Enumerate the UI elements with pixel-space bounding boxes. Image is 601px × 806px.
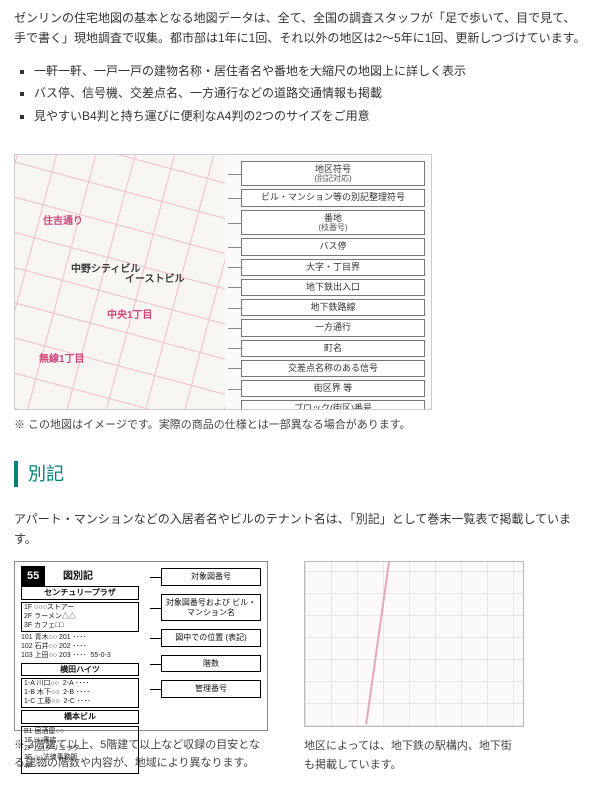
station-figure-caption: 地区によっては、地下鉄の駅構内、地下街も掲載しています。 <box>304 737 522 774</box>
bekki-block-rows: 1-A 川口○○ 2-A ････ 1-B 木下○○ 2-B ････ 1-C … <box>21 678 139 708</box>
map-callout-box: ブロック(街区)番号(地番整理地区) <box>241 400 425 410</box>
map-callout-box: 地下鉄路線 <box>241 299 425 316</box>
map-callout-box: 大字・丁目界 <box>241 259 425 276</box>
station-figure-image <box>304 561 524 727</box>
map-callout-box: 町名 <box>241 340 425 357</box>
map-callout-box: 地下鉄出入口 <box>241 279 425 296</box>
station-figure: 地区によっては、地下鉄の駅構内、地下街も掲載しています。 <box>304 561 522 785</box>
map-callout-box: ビル・マンション等の別記整理符号 <box>241 189 425 206</box>
map-area-label: 住吉通り <box>43 213 83 230</box>
bekki-callout-box: 図中での位置 (表記) <box>161 629 261 647</box>
bekki-block-title: センチュリープラザ <box>21 586 139 600</box>
map-callout-box: バス停 <box>241 238 425 255</box>
map-area-label: 中央1丁目 <box>107 307 153 324</box>
intro-paragraph: ゼンリンの住宅地図の基本となる地図データは、全て、全国の調査スタッフが「足で歩い… <box>14 8 587 49</box>
feature-item: 一軒一軒、一戸一戸の建物名称・居住者名や番地を大縮尺の地図上に詳しく表示 <box>34 61 587 81</box>
bekki-block-title: 横田ハイツ <box>21 663 139 677</box>
map-figure-caption: ※ この地図はイメージです。実際の商品の仕様とは一部異なる場合があります。 <box>14 416 587 435</box>
bekki-callout-box: 管理番号 <box>161 680 261 698</box>
map-figure: 住吉通り中野シティビルイーストビル中央1丁目無線1丁目 地区符号(別記対応)ビル… <box>14 154 587 410</box>
feature-list: 一軒一軒、一戸一戸の建物名称・居住者名や番地を大縮尺の地図上に詳しく表示 バス停… <box>14 61 587 126</box>
bekki-badge: 55 <box>21 566 45 587</box>
bekki-callout-box: 対象図番号 <box>161 568 261 586</box>
bekki-figure: 55 図別記 センチュリープラザ 1F ○○○ストアー 2F ラーメン△△ 3F… <box>14 561 268 783</box>
map-callout-box: 地区符号(別記対応) <box>241 161 425 187</box>
feature-item: 見やすいB4判と持ち運びに便利なA4判の2つのサイズをご用意 <box>34 106 587 126</box>
bekki-block-rows: 1F ○○○ストアー 2F ラーメン△△ 3F カフェ□□ <box>21 602 139 632</box>
section-title-bekki: 別記 <box>14 461 587 487</box>
map-callout-box: 交差点名称のある信号 <box>241 360 425 377</box>
feature-item: バス停、信号機、交差点名、一方通行などの道路交通情報も掲載 <box>34 83 587 103</box>
map-callout-image: 住吉通り中野シティビルイーストビル中央1丁目無線1丁目 地区符号(別記対応)ビル… <box>14 154 432 410</box>
bekki-paragraph: アパート・マンションなどの入居者名やビルのテナント名は、「別記」として巻末一覧表… <box>14 509 587 550</box>
map-callout-box: 一方通行 <box>241 319 425 336</box>
map-callout-box: 街区界 等 <box>241 380 425 397</box>
bekki-row-group: 101 青木○○ 201 ････ 102 石井○○ 202 ････ 103 … <box>21 634 139 660</box>
bekki-figure-title: 図別記 <box>63 568 93 585</box>
bekki-callout-box: 対象図番号および ビル・マンション名 <box>161 594 261 621</box>
map-area-label: イーストビル <box>125 271 185 288</box>
bekki-figure-image: 55 図別記 センチュリープラザ 1F ○○○ストアー 2F ラーメン△△ 3F… <box>14 561 268 731</box>
bekki-block-title: 橋本ビル <box>21 710 139 724</box>
bekki-block-rows: B1 居酒屋○○ 1F □□書店 2F △△クリニック 3F ○○法律事務所 4… <box>21 726 139 774</box>
map-callout-box: 番地(枝番号) <box>241 210 425 236</box>
bekki-callout-box: 階数 <box>161 655 261 673</box>
map-area-label: 無線1丁目 <box>39 351 85 368</box>
